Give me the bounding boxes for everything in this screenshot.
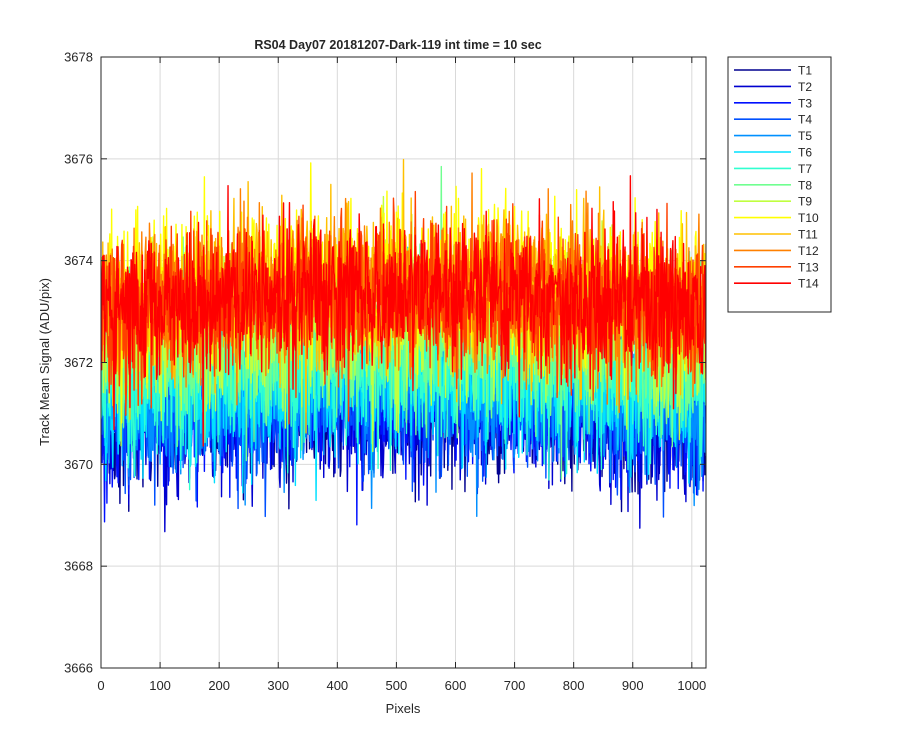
y-tick-label: 3678 xyxy=(64,50,93,65)
legend: T1 T2 T3 T4 T5 T6 T7 T8 T9 T10 T11 T12 T13 T14 xyxy=(727,56,832,313)
y-tick-label: 3670 xyxy=(64,457,93,472)
chart-title: RS04 Day07 20181207-Dark-119 int time = … xyxy=(254,38,541,52)
x-tick-label: 300 xyxy=(267,678,289,693)
x-tick-label: 200 xyxy=(208,678,230,693)
x-axis-label: Pixels xyxy=(386,701,421,716)
legend-label-t4: T4 xyxy=(798,113,812,127)
legend-label-t14: T14 xyxy=(798,277,819,291)
series-line-t14 xyxy=(101,175,706,447)
legend-label-t12: T12 xyxy=(798,244,819,258)
y-axis-ticks: 3666 3668 3670 3672 3674 3676 3678 xyxy=(64,50,706,676)
y-tick-label: 3674 xyxy=(64,253,93,268)
x-tick-label: 0 xyxy=(97,678,104,693)
x-tick-label: 700 xyxy=(504,678,526,693)
y-tick-label: 3672 xyxy=(64,355,93,370)
legend-items: T1 T2 T3 T4 T5 T6 T7 T8 T9 T10 T11 T12 T13 T14 xyxy=(734,64,819,291)
y-tick-label: 3668 xyxy=(64,559,93,574)
legend-label-t9: T9 xyxy=(798,195,812,209)
legend-label-t3: T3 xyxy=(798,96,812,110)
series-layer xyxy=(101,158,706,533)
legend-label-t7: T7 xyxy=(798,162,812,176)
x-tick-label: 600 xyxy=(445,678,467,693)
legend-label-t5: T5 xyxy=(798,129,812,143)
legend-label-t10: T10 xyxy=(798,211,819,225)
y-tick-label: 3676 xyxy=(64,151,93,166)
legend-label-t1: T1 xyxy=(798,64,812,78)
x-tick-label: 400 xyxy=(326,678,348,693)
x-axis-ticks: 0 100 200 300 400 500 600 700 800 900 1000 xyxy=(97,57,706,693)
legend-label-t11: T11 xyxy=(798,228,818,242)
legend-label-t13: T13 xyxy=(798,260,819,274)
y-tick-label: 3666 xyxy=(64,661,93,676)
y-axis-label: Track Mean Signal (ADU/pix) xyxy=(37,278,52,446)
x-tick-label: 500 xyxy=(386,678,408,693)
x-tick-label: 100 xyxy=(149,678,171,693)
plot-area: 0 100 200 300 400 500 600 700 800 900 1000 3666366… xyxy=(64,50,707,693)
x-tick-label: 1000 xyxy=(677,678,706,693)
legend-label-t6: T6 xyxy=(798,146,812,160)
legend-label-t8: T8 xyxy=(798,178,812,192)
x-tick-label: 800 xyxy=(563,678,585,693)
legend-label-t2: T2 xyxy=(798,80,812,94)
x-tick-label: 900 xyxy=(622,678,644,693)
